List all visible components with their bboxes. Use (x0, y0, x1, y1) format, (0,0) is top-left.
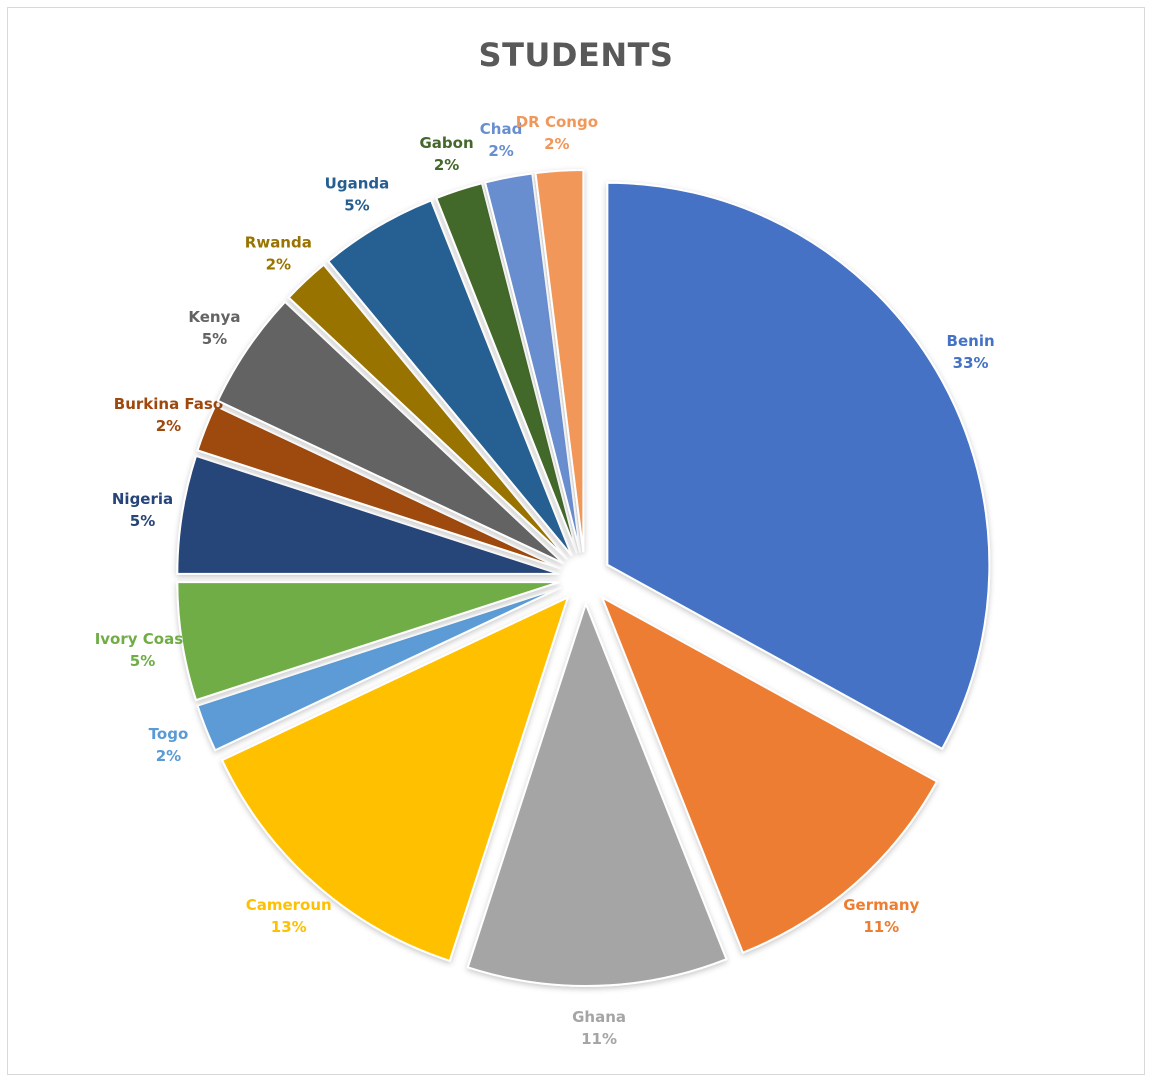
data-label-category: Cameroun (246, 896, 332, 914)
data-label-germany: Germany 11% (843, 896, 919, 936)
pie-slice-dr-congo (534, 169, 585, 553)
data-label-togo: Togo 2% (149, 725, 189, 765)
data-label-ghana: Ghana 11% (572, 1008, 626, 1048)
pie-slice-uganda (326, 199, 573, 557)
data-label-category: Nigeria (112, 490, 173, 508)
pie-slice-ghana (466, 601, 728, 987)
data-label-burkina-faso: Burkina Faso 2% (114, 395, 223, 435)
data-label-dr-congo: DR Congo 2% (516, 113, 598, 153)
pie-slice-rwanda (287, 263, 568, 560)
data-label-percent: 2% (544, 135, 569, 153)
data-label-benin: Benin 33% (947, 332, 995, 372)
data-label-percent: 5% (202, 330, 227, 348)
pie-slice-ivory-coast (176, 581, 560, 702)
data-label-category: Rwanda (245, 233, 312, 251)
data-label-percent: 13% (271, 918, 307, 936)
data-label-category: Ivory Coast (95, 630, 191, 648)
data-label-percent: 33% (953, 354, 989, 372)
pie-slice-togo (196, 586, 562, 752)
data-label-percent: 2% (156, 747, 181, 765)
data-label-percent: 5% (130, 512, 155, 530)
data-label-category: Benin (947, 332, 995, 350)
data-label-ivory-coast: Ivory Coast 5% (95, 630, 191, 670)
data-label-percent: 5% (130, 652, 155, 670)
data-label-category: Chad (480, 120, 523, 138)
data-label-category: Gabon (419, 134, 473, 152)
pie-slice-cameroun (220, 595, 570, 963)
data-label-chad: Chad 2% (480, 120, 523, 160)
data-label-rwanda: Rwanda 2% (245, 233, 312, 273)
data-label-uganda: Uganda 5% (325, 174, 390, 214)
data-label-gabon: Gabon 2% (419, 134, 473, 174)
pie-slice-germany (600, 595, 939, 954)
data-label-cameroun: Cameroun 13% (246, 896, 332, 936)
data-label-percent: 2% (266, 255, 291, 273)
data-label-category: DR Congo (516, 113, 598, 131)
data-label-percent: 2% (488, 142, 513, 160)
data-label-category: Ghana (572, 1008, 626, 1026)
pie-slice-nigeria (176, 454, 560, 575)
chart-title: STUDENTS (478, 36, 674, 74)
data-label-category: Germany (843, 896, 919, 914)
pie-slice-benin (606, 181, 991, 751)
data-label-category: Uganda (325, 174, 390, 192)
data-label-category: Togo (149, 725, 189, 743)
pie-slice-chad (483, 172, 582, 553)
data-label-category: Burkina Faso (114, 395, 223, 413)
data-label-percent: 2% (156, 417, 181, 435)
data-label-category: Kenya (188, 308, 240, 326)
data-label-kenya: Kenya 5% (188, 308, 240, 348)
pie-slice-gabon (435, 182, 578, 554)
data-label-percent: 11% (581, 1030, 617, 1048)
data-label-percent: 5% (344, 196, 369, 214)
pie-slice-kenya (216, 300, 565, 565)
data-label-nigeria: Nigeria 5% (112, 490, 173, 530)
data-label-percent: 2% (434, 156, 459, 174)
data-label-percent: 11% (863, 918, 899, 936)
pie-slice-burkina-faso (196, 404, 562, 570)
